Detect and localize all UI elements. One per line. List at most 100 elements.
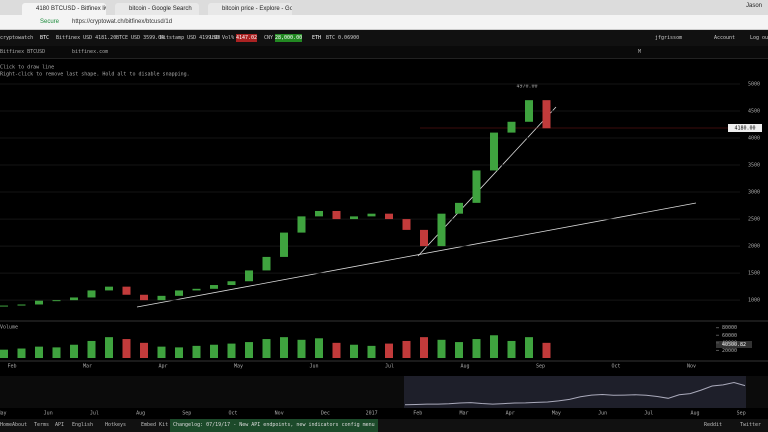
changelog[interactable]: Changelog: 07/19/17 - New API endpoints,… xyxy=(170,419,378,432)
nav-tick-label: 2017 xyxy=(366,411,378,417)
candle xyxy=(437,213,446,247)
profile[interactable]: Jason xyxy=(745,3,762,9)
candle xyxy=(140,294,148,301)
candle xyxy=(455,202,463,214)
candle xyxy=(70,297,78,301)
price-badge xyxy=(728,124,762,132)
period-select[interactable]: M xyxy=(638,49,642,55)
footer-link[interactable]: Embed Kit xyxy=(141,422,169,428)
candle xyxy=(367,213,376,217)
logout-link[interactable]: Log out xyxy=(750,35,768,41)
y-tick-label: 1000 xyxy=(748,298,760,304)
y-tick-label: 1500 xyxy=(748,271,760,277)
ticker[interactable]: Bitfinex USD 4181.20 xyxy=(56,35,117,41)
y-tick-label: 2000 xyxy=(748,244,760,250)
ticker[interactable]: Bitstamp USD 4199.00 xyxy=(160,35,221,41)
footer-link[interactable]: Twitter xyxy=(740,422,762,428)
ticker-label: CNY xyxy=(264,35,274,41)
x-tick-label: May xyxy=(234,364,243,370)
volume-bar xyxy=(52,347,61,358)
price-label: 4180.00 xyxy=(734,126,755,132)
peak-label: 4970.00 xyxy=(516,84,537,90)
volume-bar xyxy=(210,344,218,358)
volume-bar xyxy=(227,343,236,358)
candle xyxy=(192,288,201,291)
volume-bar xyxy=(525,337,533,358)
site-header: cryptowatch BTC Bitfinex USD 4181.20 BTC… xyxy=(0,30,768,46)
candle xyxy=(297,216,306,233)
tab-bar: 4180 BTCUSD - Bitfinex live ... bitcoin … xyxy=(0,0,768,15)
eth-label: ETH xyxy=(312,35,322,41)
footer-link[interactable]: About xyxy=(12,422,28,428)
navigator-line xyxy=(404,381,746,406)
market[interactable]: Bitfinex BTCUSD xyxy=(0,49,46,55)
y-tick-label: 3500 xyxy=(748,163,760,169)
x-tick-label: Jul xyxy=(385,364,394,370)
candle xyxy=(157,295,166,301)
candle xyxy=(262,256,271,271)
nav-tick-label: May xyxy=(552,411,561,417)
volume-bar xyxy=(367,345,376,358)
volume-bar xyxy=(420,337,428,358)
nav-tick-label: Sep xyxy=(737,411,746,417)
footer-link[interactable]: Home xyxy=(0,422,13,428)
x-tick-label: Aug xyxy=(460,364,469,370)
exchange-link[interactable]: bitfinex.com xyxy=(72,49,109,55)
footer-link[interactable]: API xyxy=(55,422,65,428)
tab[interactable]: 4180 BTCUSD - Bitfinex live ... xyxy=(22,3,106,15)
candle xyxy=(210,285,218,289)
ticker-label: USD Vol% xyxy=(210,35,235,41)
footer-link[interactable]: Terms xyxy=(34,422,50,428)
volume-tick-label: 20000 xyxy=(722,348,737,354)
volume-bar xyxy=(542,342,551,358)
candle xyxy=(280,232,288,257)
candle xyxy=(0,305,8,307)
nav-tick-label: Mar xyxy=(459,411,468,417)
ticker[interactable]: BTCE USD 3599.04 xyxy=(116,35,165,41)
x-tick-label: Nov xyxy=(687,364,696,370)
y-tick-label: 4000 xyxy=(748,136,760,142)
address-bar: Secure https://cryptowat.ch/bitfinex/btc… xyxy=(0,15,768,30)
ticker[interactable]: BTC 0.06900 xyxy=(326,35,360,41)
nav-tick-label: Aug xyxy=(690,411,699,417)
footer-link[interactable]: English xyxy=(72,422,94,428)
trend-line[interactable] xyxy=(136,202,697,308)
candle xyxy=(122,286,131,295)
candle xyxy=(17,304,26,306)
logo[interactable]: cryptowatch xyxy=(0,35,34,41)
volume-title: Volume xyxy=(0,325,18,331)
tab[interactable]: bitcoin price - Explore - Goog... xyxy=(208,3,292,15)
footer-link[interactable]: Hotkeys xyxy=(105,422,127,428)
tab[interactable]: bitcoin - Google Search xyxy=(115,3,199,15)
volume-bar xyxy=(402,340,411,358)
candle xyxy=(87,290,96,298)
candle xyxy=(35,300,43,305)
chart: Click to draw line Right-click to remove… xyxy=(0,65,768,417)
y-tick-label: 4500 xyxy=(748,108,760,114)
url[interactable]: https://cryptowat.ch/bitfinex/btcusd/1d xyxy=(72,19,173,25)
volume-bar xyxy=(70,344,78,358)
candle xyxy=(385,213,393,220)
nav-tick-label: Sep xyxy=(182,411,191,417)
candle xyxy=(472,170,481,203)
volume-bar xyxy=(17,348,26,358)
candle xyxy=(245,270,253,282)
x-tick-label: Sep xyxy=(536,364,545,370)
volume-bar xyxy=(140,342,148,358)
volume-bar xyxy=(105,337,113,358)
volume-bar xyxy=(175,347,183,358)
hint: Click to draw line xyxy=(0,65,54,71)
volume-bar xyxy=(490,335,498,358)
nav-tick-label: Apr xyxy=(506,411,515,417)
candle xyxy=(227,281,236,286)
ticker-value: 4147.02 xyxy=(236,34,258,42)
footer-link[interactable]: Reddit xyxy=(704,422,723,428)
x-tick-label: Mar xyxy=(83,364,92,370)
account-link[interactable]: Account xyxy=(714,35,736,41)
nav-tick-label: Jun xyxy=(598,411,607,417)
candle xyxy=(490,132,498,171)
user[interactable]: jfgrissom xyxy=(655,35,683,41)
volume-bar xyxy=(472,339,481,358)
ticker-value: 28,000.00 xyxy=(275,34,303,42)
